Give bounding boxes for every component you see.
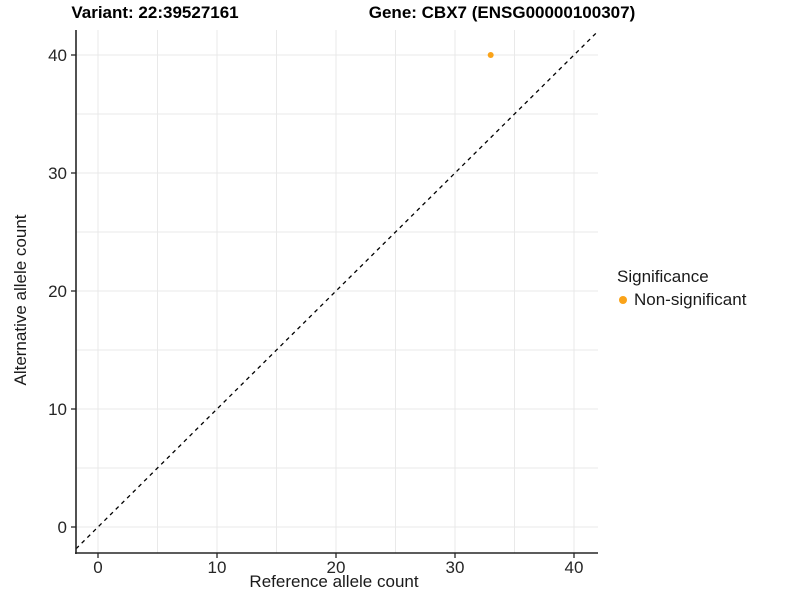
x-tick-label: 10: [208, 558, 227, 577]
x-tick-label: 0: [93, 558, 102, 577]
variant-title: Variant: 22:39527161: [71, 3, 239, 22]
x-tick-label: 40: [565, 558, 584, 577]
y-tick-label: 20: [48, 282, 67, 301]
legend-dot-icon: [619, 296, 627, 304]
x-axis-title: Reference allele count: [249, 572, 419, 591]
legend-item-label: Non-significant: [634, 290, 747, 309]
y-tick-label: 10: [48, 400, 67, 419]
identity-line: [75, 30, 599, 550]
data-point: [487, 52, 494, 58]
x-tick-label: 20: [327, 558, 346, 577]
gene-title: Gene: CBX7 (ENSG00000100307): [368, 3, 636, 22]
legend-title: Significance: [617, 267, 709, 286]
legend-item-non-significant: Non-significant: [617, 290, 746, 310]
y-tick-label: 0: [58, 518, 67, 537]
x-tick-label: 30: [446, 558, 465, 577]
y-axis-title: Alternative allele count: [11, 214, 30, 386]
legend: Significance Non-significant: [617, 266, 746, 310]
y-tick-label: 40: [48, 46, 67, 65]
y-tick-label: 30: [48, 164, 67, 183]
